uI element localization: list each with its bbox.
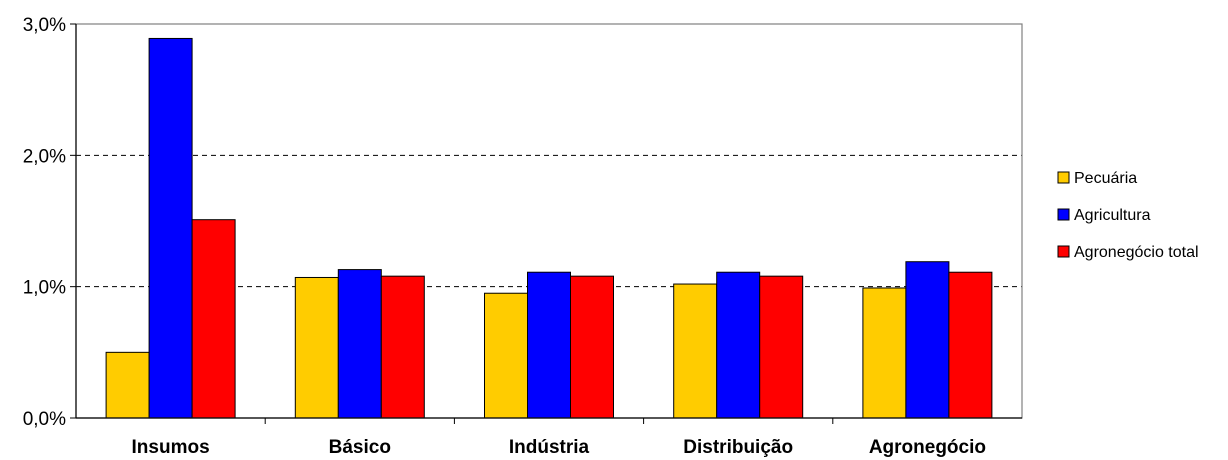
bar-agricultura-indústria: [527, 271, 571, 419]
bar-agricultura-básico: [337, 269, 382, 419]
x-category-label: Insumos: [132, 437, 210, 458]
axes: [70, 23, 1023, 424]
bar-agricultura-agronegócio: [905, 261, 950, 419]
legend-swatch: [1057, 208, 1070, 221]
legend-label: Agronegócio total: [1074, 244, 1199, 261]
y-tick-label: 2,0%: [23, 146, 66, 167]
bar-agricultura-insumos: [148, 37, 193, 419]
bar-pecuária-insumos: [105, 351, 150, 419]
legend: Pecuária Agricultura Agronegócio total: [1057, 170, 1199, 261]
x-category-label: Básico: [329, 437, 391, 458]
y-tick-label: 1,0%: [23, 278, 66, 299]
bar-pecuária-indústria: [484, 292, 528, 419]
bar-pecuária-distribuição: [673, 283, 718, 419]
bars: [105, 37, 993, 419]
x-category-label: Indústria: [509, 437, 590, 458]
bar-agricultura-distribuição: [716, 271, 761, 419]
legend-swatch: [1057, 245, 1070, 258]
x-axis-category-labels: Insumos Básico Indústria Distribuição Agrone…: [132, 437, 986, 458]
bar-pecuária-agronegócio: [862, 287, 907, 419]
y-tick-label: 0,0%: [23, 409, 66, 430]
legend-swatch: [1057, 171, 1070, 184]
bar-agronegócio-total-distribuição: [759, 275, 804, 419]
x-category-label: Distribuição: [683, 437, 793, 458]
legend-label: Pecuária: [1074, 170, 1137, 187]
y-tick-label: 3,0%: [23, 15, 66, 36]
x-category-label: Agronegócio: [869, 437, 986, 458]
bar-agronegócio-total-indústria: [570, 275, 614, 419]
legend-label: Agricultura: [1074, 207, 1151, 224]
bar-agronegócio-total-insumos: [191, 219, 236, 419]
y-axis-tick-labels: 0,0% 1,0% 2,0% 3,0%: [23, 15, 66, 430]
bar-agronegócio-total-agronegócio: [948, 271, 993, 419]
bar-agronegócio-total-básico: [380, 275, 425, 419]
bar-pecuária-básico: [294, 276, 339, 419]
